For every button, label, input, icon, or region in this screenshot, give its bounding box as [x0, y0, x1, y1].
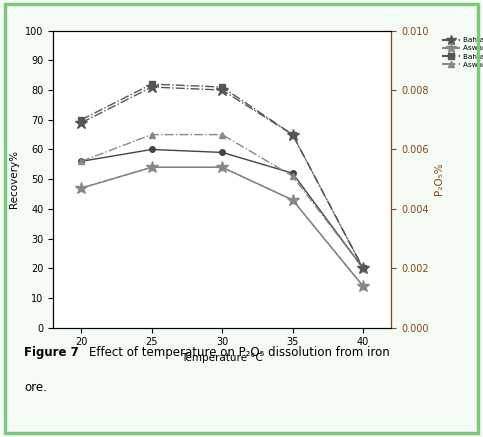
- Legend: Bahraiya Oasis P₂O₅%, Aswan P₂O₅%, Bahraiya Oasis P₂O₅ Recovery, Aswan P₂O₅ Reco: Bahraiya Oasis P₂O₅%, Aswan P₂O₅%, Bahra…: [439, 34, 483, 71]
- Y-axis label: Recovery%: Recovery%: [10, 150, 19, 208]
- Text: Figure 7: Figure 7: [24, 346, 79, 359]
- Text: ore.: ore.: [24, 381, 47, 394]
- Text: Effect of temperature on P₂O₅ dissolution from iron: Effect of temperature on P₂O₅ dissolutio…: [89, 346, 390, 359]
- X-axis label: Temperature °C: Temperature °C: [181, 353, 263, 363]
- Y-axis label: P₂O₅%: P₂O₅%: [434, 163, 444, 195]
